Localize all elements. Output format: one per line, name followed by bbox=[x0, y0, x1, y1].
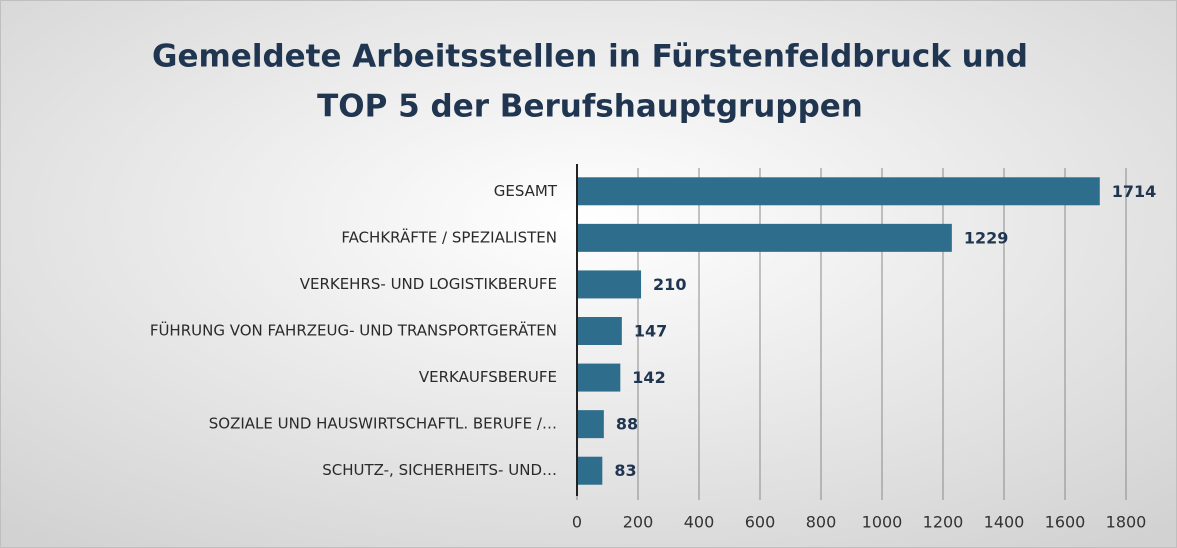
bar bbox=[577, 270, 642, 299]
value-label: 1714 bbox=[1112, 182, 1157, 201]
bar bbox=[577, 410, 604, 439]
x-tick-label: 200 bbox=[623, 513, 654, 532]
y-tick-label: SCHUTZ-, SICHERHEITS- UND… bbox=[322, 461, 557, 479]
y-tick-label: GESAMT bbox=[494, 182, 558, 200]
value-label: 83 bbox=[614, 461, 636, 480]
chart-title: TOP 5 der Berufshauptgruppen bbox=[317, 89, 863, 125]
value-label: 142 bbox=[632, 368, 665, 387]
bar bbox=[577, 456, 603, 485]
bar bbox=[577, 177, 1100, 206]
value-label: 1229 bbox=[964, 228, 1009, 247]
chart-title: Gemeldete Arbeitsstellen in Fürstenfeldb… bbox=[152, 39, 1028, 75]
x-tick-label: 400 bbox=[684, 513, 715, 532]
y-tick-label: VERKAUFSBERUFE bbox=[419, 368, 557, 386]
value-label: 210 bbox=[653, 275, 686, 294]
x-tick-label: 0 bbox=[572, 513, 582, 532]
x-tick-label: 1600 bbox=[1045, 513, 1086, 532]
bar bbox=[577, 317, 622, 345]
y-tick-label: SOZIALE UND HAUSWIRTSCHAFTL. BERUFE /… bbox=[209, 415, 557, 433]
x-tick-label: 800 bbox=[806, 513, 837, 532]
x-tick-label: 600 bbox=[745, 513, 776, 532]
y-tick-label: FACHKRÄFTE / SPEZIALISTEN bbox=[341, 227, 557, 246]
bar bbox=[577, 363, 621, 392]
x-tick-label: 1000 bbox=[862, 513, 903, 532]
plot: 0 200 400 600 800 1000 1200 1400 1600 1800 GESAMT 1… bbox=[150, 164, 1156, 532]
y-tick-label: FÜHRUNG VON FAHRZEUG- UND TRANSPORTGERÄT… bbox=[150, 321, 557, 340]
x-tick-label: 1200 bbox=[923, 513, 964, 532]
y-tick-label: VERKEHRS- UND LOGISTIKBERUFE bbox=[300, 275, 557, 293]
bar bbox=[577, 223, 952, 252]
value-label: 88 bbox=[616, 415, 638, 434]
x-tick-label: 1800 bbox=[1106, 513, 1147, 532]
value-label: 147 bbox=[634, 322, 667, 341]
x-tick-label: 1400 bbox=[984, 513, 1025, 532]
